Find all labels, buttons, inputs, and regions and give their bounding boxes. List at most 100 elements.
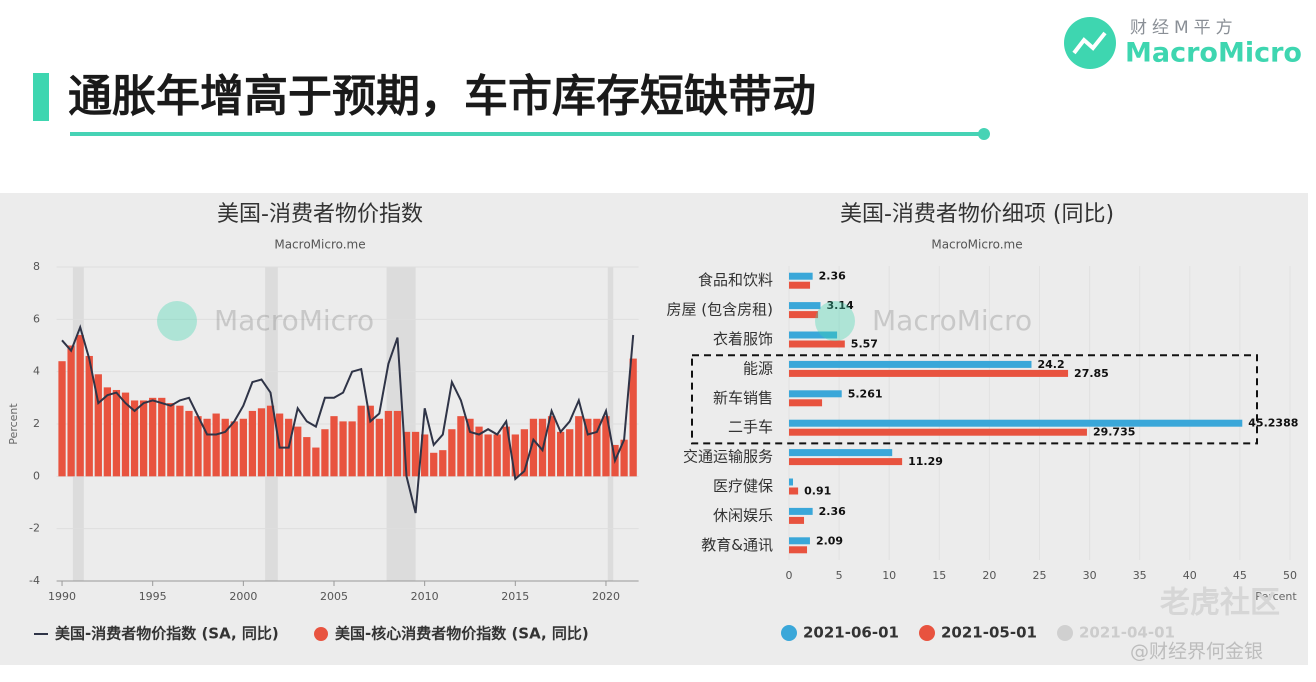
x-axis-label: Percent [1255,590,1297,603]
bar [375,418,383,477]
bar [789,419,1243,427]
bar [149,397,157,477]
bar [789,428,1087,436]
bar [348,421,356,477]
bar [430,452,438,477]
legend-label: 美国-消费者物价指数 (SA, 同比) [55,625,279,643]
bar [439,450,447,477]
x-tick-label: 45 [1233,569,1247,582]
watermark-icon [815,301,855,341]
bar [294,426,302,477]
bar [529,418,538,477]
bar [789,281,811,289]
bar [221,418,229,477]
legend-label: 2021-05-01 [941,624,1037,642]
bar [167,403,175,477]
bar [158,397,166,477]
category-label: 衣着服饰 [713,330,773,348]
bar [566,429,574,477]
x-tick-label: 2015 [501,590,529,603]
title-accent [33,73,49,121]
data-label: 45.2388 [1248,417,1298,430]
x-tick-label: 1995 [139,590,167,603]
bar [547,416,556,477]
bar [789,272,813,280]
bar [620,439,628,477]
bar [194,416,202,477]
data-label: 29.735 [1093,426,1135,439]
x-tick-label: 25 [1033,569,1047,582]
x-tick-label: 35 [1133,569,1147,582]
legend-symbol [1057,625,1073,641]
bar [257,408,266,477]
bar [76,335,84,477]
x-tick-label: 5 [836,569,843,582]
bar [248,410,257,477]
bar [130,400,139,477]
bar [393,410,402,477]
bar [593,418,601,477]
y-axis-label: Percent [7,403,20,445]
bar [629,358,637,477]
bar [789,478,794,486]
data-label: 2.09 [816,534,843,547]
x-tick-label: 50 [1283,569,1297,582]
bar [58,361,66,477]
category-label: 二手车 [728,418,773,436]
category-label: 休闲娱乐 [713,506,773,524]
category-label: 交通运输服务 [683,448,773,466]
page-title: 通胀年增高于预期，车市库存短缺带动 [68,71,816,122]
bar [584,418,592,477]
category-label: 医疗健保 [713,477,773,495]
watermark: MacroMicro [872,304,1032,337]
bar [203,418,211,477]
bar [112,389,121,477]
category-label: 房屋 (包含房租) [667,301,773,319]
y-tick-label: -4 [29,574,40,587]
data-label: 0.91 [804,485,831,498]
bar [556,431,565,477]
x-tick-label: 15 [932,569,946,582]
y-tick-label: 8 [33,260,40,273]
left-chart: 美国-消费者物价指数 MacroMicro.me Percent -4 -2 0 2 4… [7,202,639,643]
y-tick-label: 2 [33,417,40,430]
y-tick-label: -2 [29,522,40,535]
logo-en: MacroMicro [1125,38,1302,69]
category-label: 食品和饮料 [698,271,773,289]
y-tick-label: 0 [33,469,40,482]
bar [789,516,805,524]
bar [176,405,184,477]
bar [789,546,808,554]
x-tick-label: 2005 [320,590,348,603]
bar [789,360,1032,368]
bar [67,345,75,477]
bar [493,434,501,477]
data-label: 2.36 [819,505,846,518]
bar [321,429,329,477]
x-tick-label: 2010 [411,590,439,603]
overlay-author: @财经界何金银 [1130,641,1263,663]
data-label: 24.2 [1037,358,1064,371]
logo-mark [1072,31,1107,55]
data-label: 27.85 [1074,367,1109,380]
watermark-icon [157,301,197,341]
bar [789,449,893,457]
bar [457,416,465,477]
bar [103,387,112,477]
bar [502,426,510,477]
bar [303,437,311,477]
legend-symbol [919,625,935,641]
data-label: 2.36 [819,270,846,283]
category-label: 教育&通讯 [701,536,773,554]
bar [789,369,1069,377]
legend-label: 美国-核心消费者物价指数 (SA, 同比) [335,625,589,643]
bar [339,421,347,477]
bar [121,392,130,477]
bar [789,458,903,466]
x-tick-label: 10 [882,569,896,582]
bar [602,416,610,477]
category-label: 能源 [743,359,773,377]
chart-subtitle: MacroMicro.me [274,238,365,252]
data-label: 3.14 [826,299,853,312]
